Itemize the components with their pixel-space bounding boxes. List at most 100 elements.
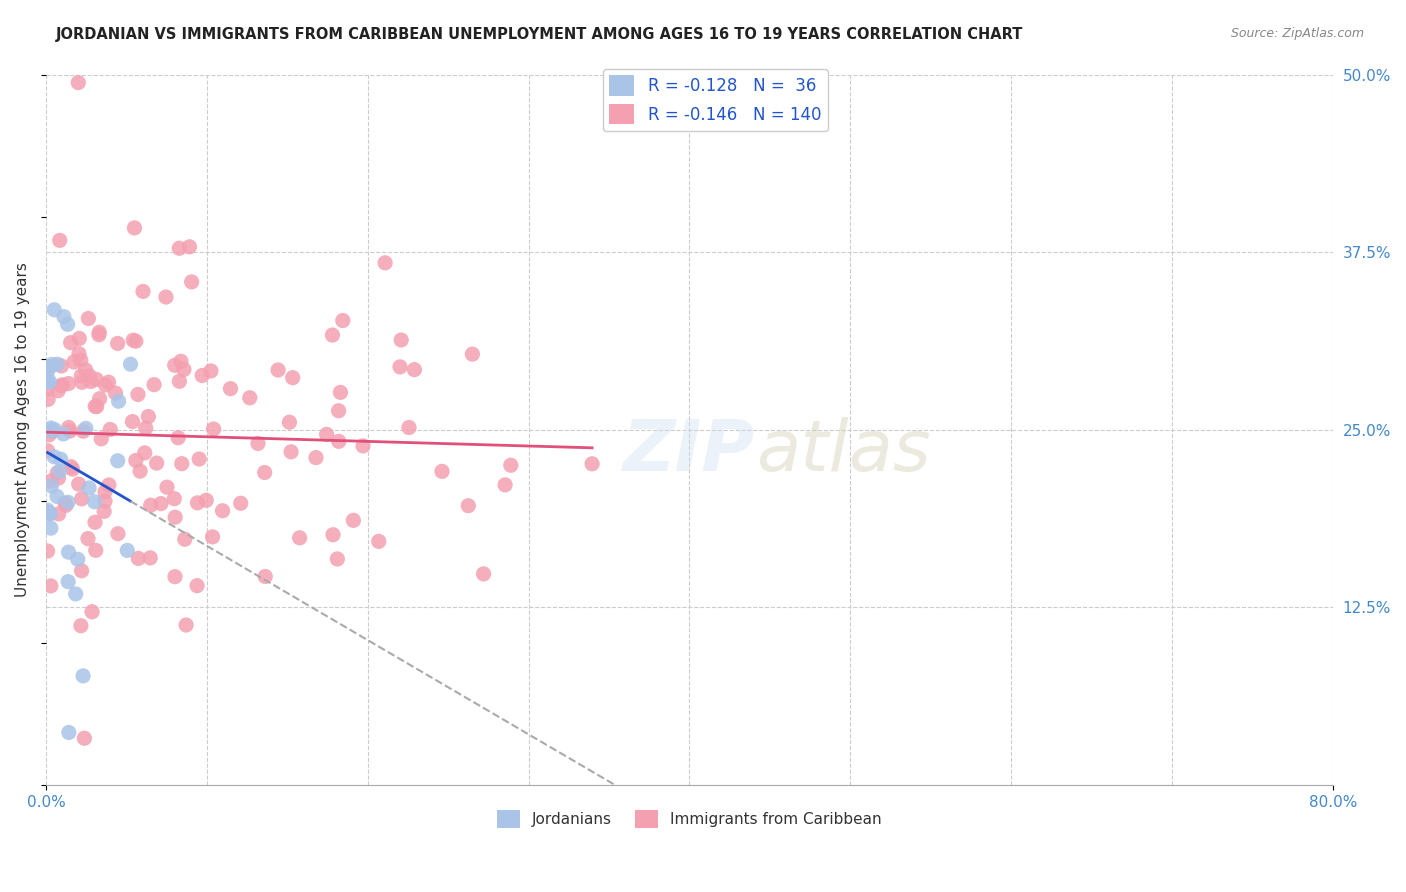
Point [352,439,374,453]
Point [201,530,224,544]
Point [132,285,155,299]
Point [70,368,93,383]
Point [56,574,79,589]
Point [179,240,201,254]
Point [165,510,187,524]
Point [143,377,166,392]
Point [229,496,252,510]
Point [38,375,60,389]
Point [138,409,160,424]
Point [170,457,193,471]
Point [94,484,117,499]
Point [326,552,349,566]
Point [46,384,69,398]
Point [49,378,72,392]
Point [127,387,149,401]
Point [430,464,453,478]
Point [145,456,167,470]
Point [107,336,129,351]
Point [77,311,100,326]
Point [46,466,69,480]
Point [89,392,111,406]
Point [124,220,146,235]
Point [72,424,94,438]
Point [51,377,73,392]
Point [84,543,107,558]
Point [122,333,145,347]
Point [163,359,186,373]
Point [58,545,80,559]
Point [70,618,93,632]
Point [155,290,177,304]
Point [139,550,162,565]
Point [67,347,90,361]
Point [67,331,90,345]
Point [37,382,59,396]
Point [75,421,97,435]
Point [163,569,186,583]
Legend: Jordanians, Immigrants from Caribbean: Jordanians, Immigrants from Caribbean [491,804,889,834]
Point [93,504,115,518]
Point [120,357,142,371]
Point [77,532,100,546]
Point [107,394,129,409]
Point [75,363,97,377]
Point [58,376,80,391]
Point [58,725,80,739]
Point [98,422,121,436]
Point [94,494,117,508]
Point [288,531,311,545]
Point [457,499,479,513]
Point [41,479,63,493]
Point [389,359,412,374]
Point [77,481,100,495]
Point [174,618,197,632]
Point [170,354,193,368]
Point [329,385,352,400]
Point [39,579,62,593]
Point [280,445,302,459]
Point [84,372,107,386]
Point [41,474,63,488]
Point [62,462,84,476]
Point [278,415,301,429]
Point [200,364,222,378]
Point [39,521,62,535]
Point [87,327,110,342]
Point [37,503,59,517]
Point [253,466,276,480]
Point [267,363,290,377]
Point [129,464,152,478]
Point [67,477,90,491]
Point [37,544,59,558]
Point [86,400,108,414]
Point [39,421,62,435]
Point [156,480,179,494]
Point [163,491,186,506]
Point [48,507,70,521]
Point [48,471,70,485]
Point [180,275,202,289]
Point [39,507,62,521]
Point [97,478,120,492]
Point [191,368,214,383]
Point [104,386,127,401]
Point [70,491,93,506]
Point [472,566,495,581]
Point [127,551,149,566]
Point [94,378,117,392]
Point [186,496,208,510]
Point [72,669,94,683]
Point [52,310,75,324]
Point [404,362,426,376]
Point [84,400,107,414]
Point [254,569,277,583]
Point [67,76,90,90]
Point [37,505,59,519]
Point [37,507,59,521]
Point [211,504,233,518]
Point [167,431,190,445]
Point [328,434,350,449]
Point [315,427,337,442]
Point [239,391,262,405]
